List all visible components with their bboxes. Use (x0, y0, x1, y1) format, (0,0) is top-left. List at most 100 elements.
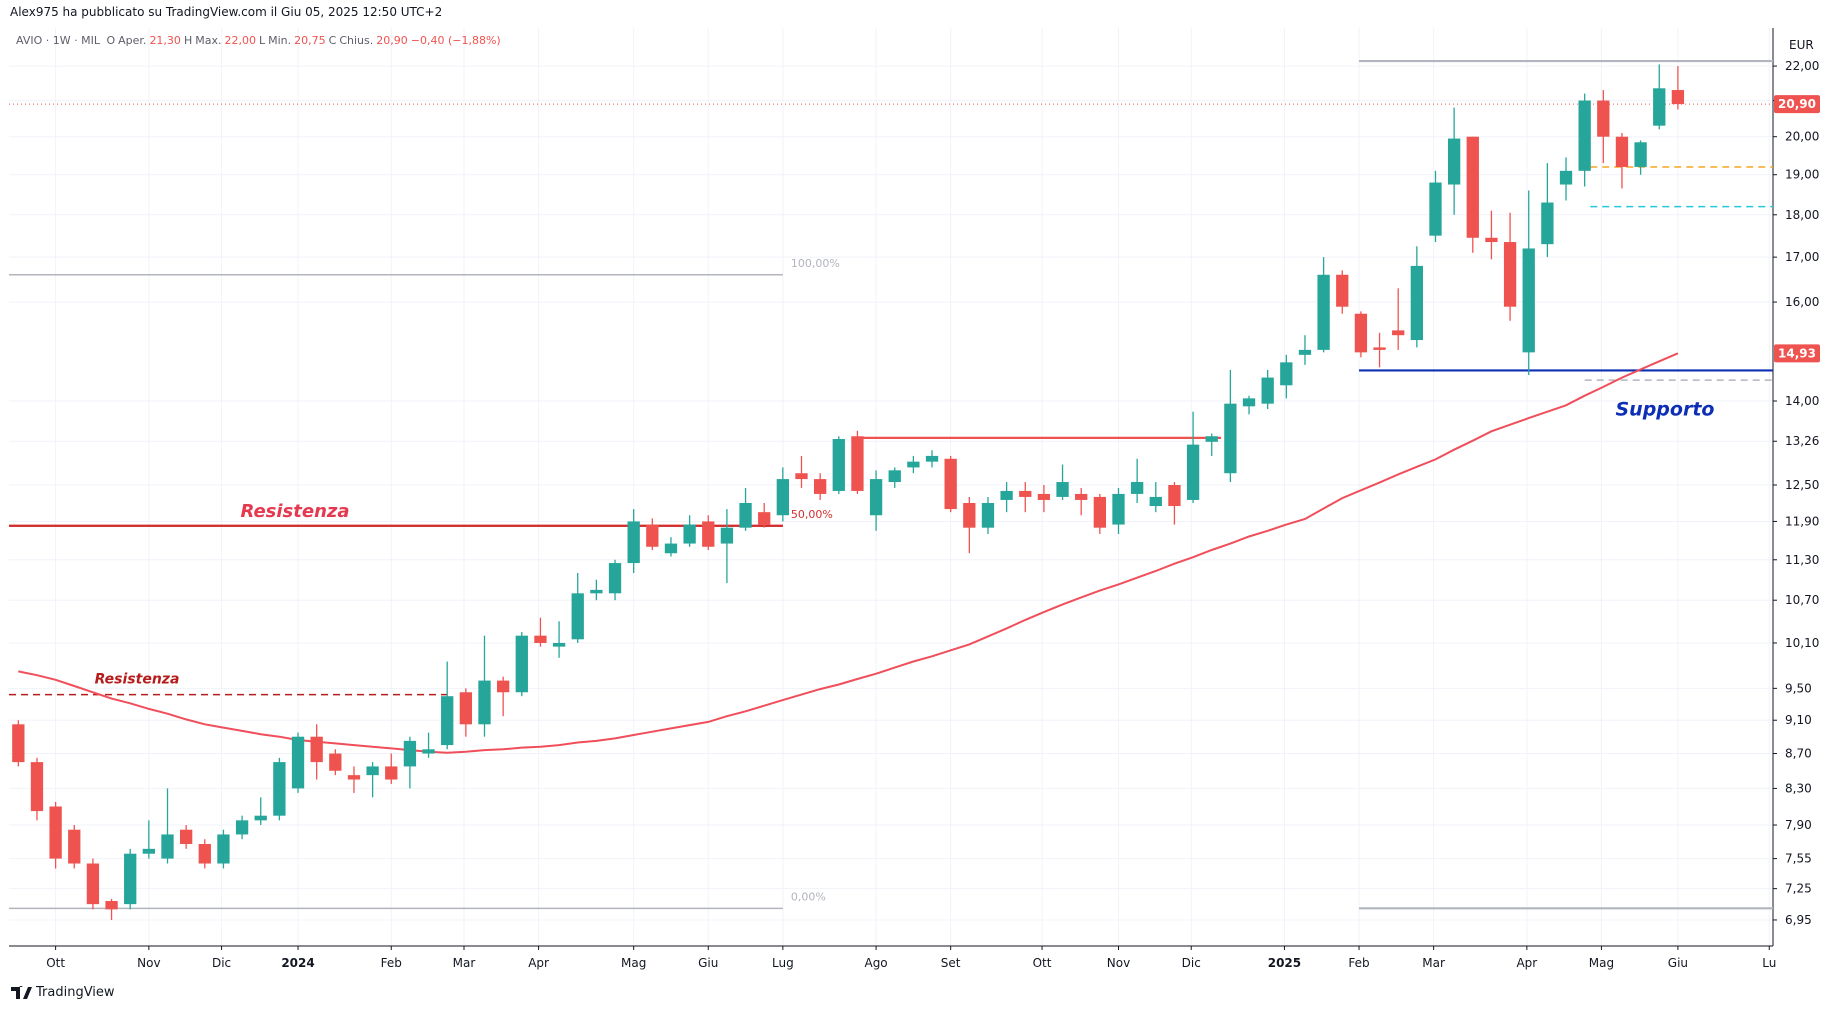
ohlc-key: O (106, 34, 116, 47)
x-tick-label: 2025 (1268, 956, 1301, 970)
y-tick-label: 18,00 (1785, 208, 1819, 222)
candle-body (981, 502, 995, 528)
x-tick-label: Mag (1589, 956, 1614, 970)
candle-body (944, 458, 957, 510)
ma-tag-bg (1774, 344, 1820, 363)
candle-body (1056, 482, 1069, 497)
y-tick-label: 20,00 (1785, 130, 1819, 144)
x-tick-label: Set (941, 956, 961, 970)
candle-body (739, 502, 752, 528)
candle-body (347, 775, 361, 780)
y-tick-label: 9,50 (1785, 681, 1812, 695)
candle-body (1205, 436, 1218, 442)
candle-body (925, 455, 939, 462)
candle-body (907, 461, 920, 468)
candle-body (1485, 237, 1498, 243)
candle-body (1037, 493, 1051, 500)
candle-body (1597, 100, 1610, 137)
candle-body (1149, 496, 1162, 507)
candle-body (758, 512, 771, 525)
candle-body (1317, 274, 1330, 350)
x-tick-label: Lug (772, 956, 794, 970)
candle-body (459, 692, 473, 725)
candle-body (1634, 142, 1647, 167)
candle-body (1503, 242, 1517, 307)
x-tick-label: Mar (1422, 956, 1445, 970)
drawing-label: Resistenza (95, 672, 180, 688)
x-tick-label: Lu (1762, 956, 1776, 970)
candle-body (49, 806, 62, 859)
x-tick-label: Mar (453, 956, 476, 970)
candle-body (124, 853, 137, 905)
candle-body (627, 521, 640, 564)
ohlc-key: C (328, 34, 337, 47)
candle-body (1522, 248, 1535, 353)
candle-body (1298, 349, 1312, 355)
ma-tag: 14,93 (1778, 346, 1816, 360)
candle-body (366, 766, 379, 776)
candle-body (1615, 136, 1629, 167)
drawing-label: 100,00% (791, 257, 840, 270)
ohlc-label: Min. (268, 34, 292, 47)
candle-body (86, 863, 100, 905)
candle-body (1224, 403, 1237, 474)
candle-body (813, 479, 827, 494)
candle-body (105, 901, 118, 910)
ohlc-value: 20,75 (294, 34, 326, 47)
ohlc-label: Aper. (118, 34, 147, 47)
candle-body (1336, 274, 1349, 307)
y-tick-label: 7,25 (1785, 882, 1812, 896)
y-tick-label: 17,00 (1785, 250, 1819, 264)
candle-body (1186, 444, 1200, 500)
candle-body (235, 820, 249, 835)
candle-body (571, 593, 584, 640)
candle-body (851, 436, 864, 491)
candle-body (1392, 330, 1405, 336)
candle-body (179, 829, 193, 845)
y-tick-label: 13,26 (1785, 434, 1819, 448)
x-tick-label: Ott (1033, 956, 1052, 970)
candle-body (1466, 136, 1479, 238)
candle-body (198, 844, 211, 864)
candle-body (552, 642, 566, 647)
x-tick-label: Ott (46, 956, 65, 970)
candle-body (1000, 490, 1013, 500)
candle-body (1671, 90, 1685, 105)
candle-body (310, 736, 323, 763)
attribution: Alex975 ha pubblicato su TradingView.com… (10, 5, 443, 19)
y-tick-label: 11,30 (1785, 553, 1819, 567)
candle-body (273, 762, 286, 816)
candle-body (1019, 490, 1032, 497)
candle-body (1541, 202, 1554, 245)
footer: TradingView (10, 985, 115, 1000)
ohlc-value: 20,90 (376, 34, 408, 47)
candle-body (422, 749, 435, 754)
plot-area (9, 28, 1773, 946)
candle-body (1242, 398, 1256, 407)
x-tick-label: Nov (137, 956, 160, 970)
candle-body (30, 762, 44, 812)
currency: EUR (1789, 38, 1814, 52)
x-tick-label: Nov (1107, 956, 1130, 970)
candle-body (1261, 377, 1274, 404)
y-tick-label: 9,10 (1785, 713, 1812, 727)
drawing-label: 50,00% (791, 508, 833, 521)
candle-body (1168, 484, 1181, 507)
candle-body (1429, 182, 1442, 236)
x-tick-label: Apr (1516, 956, 1537, 970)
drawing-label: 0,00% (791, 890, 826, 903)
candle-body (888, 470, 901, 483)
candle-body (534, 635, 547, 643)
candle-body (68, 829, 81, 864)
candle-body (776, 479, 790, 516)
candle-body (12, 724, 25, 763)
candle-body (1354, 313, 1368, 353)
candle-body (496, 680, 510, 693)
candle-body (385, 766, 398, 780)
drawing-label: Supporto (1616, 398, 1715, 420)
candle-body (664, 543, 678, 554)
last-price-tag-bg (1774, 95, 1820, 114)
x-tick-label: Apr (528, 956, 549, 970)
ohlc-value: 21,30 (149, 34, 181, 47)
